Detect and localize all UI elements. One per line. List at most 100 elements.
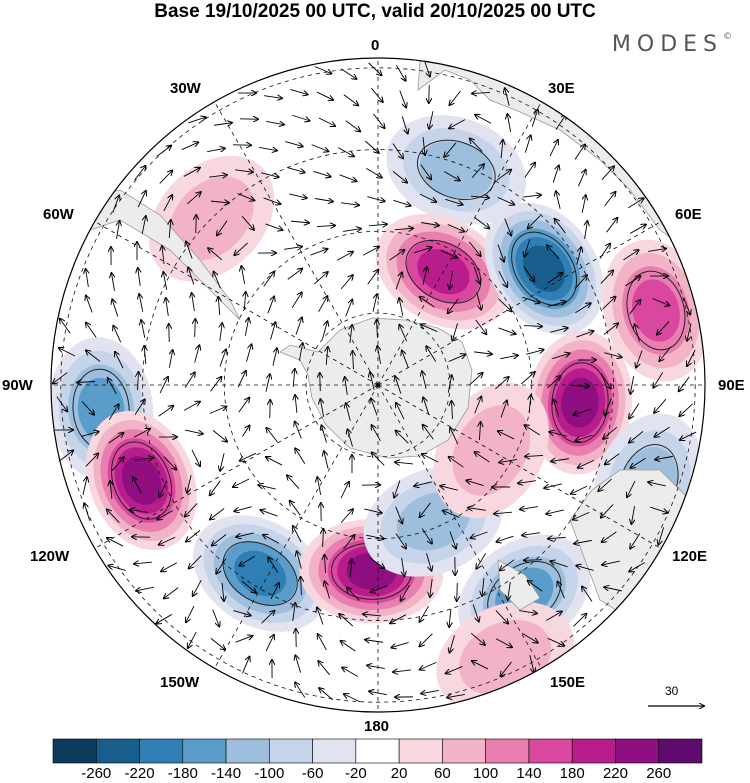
- negative-anomaly-3: [484, 202, 604, 335]
- wind-vector-arrow: [321, 425, 327, 443]
- wind-vector-arrow: [156, 146, 171, 157]
- wind-vector-arrow: [547, 376, 560, 389]
- wind-vector-arrow: [244, 292, 245, 311]
- wind-vector-arrow: [550, 328, 567, 333]
- wind-vector-arrow: [604, 587, 622, 592]
- wind-vector-arrow: [518, 481, 536, 484]
- wind-vector-arrow: [315, 198, 333, 201]
- wind-vector-arrow: [552, 165, 559, 183]
- wind-vector-arrow: [602, 560, 620, 565]
- wind-vector-arrow: [659, 346, 671, 361]
- pressure-contour-line: [222, 541, 298, 606]
- wind-vector-arrow: [134, 562, 152, 564]
- wind-vector-arrow: [576, 247, 581, 265]
- wind-vector-arrow: [371, 585, 388, 592]
- wind-vector-arrow: [233, 478, 250, 487]
- wind-vector-arrow: [377, 346, 380, 364]
- wind-vector-arrow: [270, 583, 279, 600]
- wind-vector-arrow: [451, 401, 452, 420]
- wind-vector-arrow: [497, 196, 514, 204]
- pressure-contour-line: [626, 270, 686, 351]
- wind-vector-arrow: [479, 422, 480, 441]
- colorbar-swatch: [355, 738, 400, 764]
- wind-vector-arrow: [144, 346, 146, 365]
- wind-vector-arrow: [500, 661, 512, 676]
- wind-vector-arrow: [369, 557, 385, 569]
- wind-vector-arrow: [58, 451, 73, 462]
- lon-label-120e: 120E: [672, 548, 708, 565]
- wind-vector-arrow: [571, 485, 588, 494]
- wind-vector-arrow: [295, 448, 306, 464]
- wind-vector-arrow: [292, 114, 309, 121]
- wind-vector-arrow: [133, 477, 142, 494]
- wind-vector-arrow: [508, 582, 511, 600]
- wind-vector-arrow: [399, 325, 408, 342]
- wind-vector-arrow: [547, 273, 563, 284]
- wind-vector-arrow: [322, 321, 328, 339]
- wind-vector-arrow: [350, 559, 351, 578]
- wind-vector-arrow: [239, 555, 255, 566]
- wind-vector-arrow: [423, 59, 430, 76]
- wind-vector-arrow: [324, 581, 330, 599]
- wind-vector-arrow: [363, 614, 381, 616]
- wind-vector-arrow: [241, 266, 244, 284]
- wind-vector-arrow: [496, 170, 512, 181]
- wind-vector-arrow: [86, 323, 97, 338]
- positive-anomaly-8: [86, 411, 197, 551]
- wind-vector-arrow: [423, 425, 434, 440]
- chart-title: Base 19/10/2025 00 UTC, valid 20/10/2025…: [154, 1, 596, 22]
- wind-vector-arrow: [210, 638, 225, 649]
- wind-vector-arrow: [603, 426, 618, 439]
- wind-vector-arrow: [449, 531, 456, 549]
- pressure-contour-line: [405, 239, 482, 304]
- wind-vector-arrow: [420, 502, 431, 517]
- wind-vector-arrow: [135, 458, 153, 460]
- wind-vector-arrow: [420, 297, 435, 308]
- wind-vector-arrow: [524, 239, 531, 256]
- wind-vector-arrow: [210, 377, 222, 392]
- colorbar-tick-label: 20: [390, 765, 408, 782]
- wind-vector-arrow: [600, 270, 613, 284]
- lon-label-150e: 150E: [550, 674, 586, 691]
- wind-vector-arrow: [343, 229, 361, 232]
- wind-vector-arrow: [449, 90, 461, 105]
- wind-vector-arrow: [450, 635, 455, 652]
- wind-vector-arrow: [447, 694, 465, 697]
- wind-vector-arrow: [482, 578, 484, 596]
- wind-vector-arrow: [421, 690, 439, 693]
- wind-vector-arrow: [550, 561, 568, 568]
- wind-vector-arrow: [372, 294, 377, 312]
- wind-vector-arrow: [602, 531, 617, 542]
- lon-label-150w: 150W: [160, 674, 200, 691]
- wind-vector-arrow: [604, 192, 616, 207]
- wind-vector-arrow: [194, 345, 200, 363]
- wind-vector-arrow: [395, 376, 402, 394]
- wind-vector-arrow: [393, 199, 410, 205]
- wind-vector-arrow: [111, 273, 114, 291]
- wind-vector-arrow: [265, 223, 283, 230]
- wind-vector-arrow: [265, 374, 270, 392]
- wind-vector-arrow: [216, 558, 227, 573]
- logo-copyright-mark: ©: [723, 32, 732, 42]
- wind-vector-arrow: [474, 217, 489, 229]
- lon-label-0: 0: [371, 37, 380, 54]
- colorbar-swatch: [312, 738, 357, 764]
- wind-vector-arrow: [163, 456, 176, 469]
- wind-vector-arrow: [261, 172, 278, 177]
- wind-vector-arrow: [582, 587, 593, 602]
- wind-vector-arrow: [169, 220, 171, 239]
- wind-vector-arrow: [498, 270, 507, 287]
- wind-vector-arrow: [575, 303, 590, 314]
- wind-vector-arrow: [390, 614, 407, 624]
- wind-vector-arrow: [576, 566, 594, 571]
- wind-vector-arrow: [429, 111, 434, 129]
- wind-vector-arrow: [420, 605, 429, 622]
- wind-vector-arrow: [326, 347, 328, 366]
- wind-vector-arrow: [522, 632, 537, 642]
- wind-vector-arrow: [585, 221, 588, 239]
- wind-vector-arrow: [324, 451, 329, 469]
- wind-vector-arrow: [445, 198, 462, 204]
- colorbar-tick-label: 60: [434, 765, 451, 782]
- wind-vector-arrow: [529, 395, 531, 414]
- map-border: [50, 57, 706, 713]
